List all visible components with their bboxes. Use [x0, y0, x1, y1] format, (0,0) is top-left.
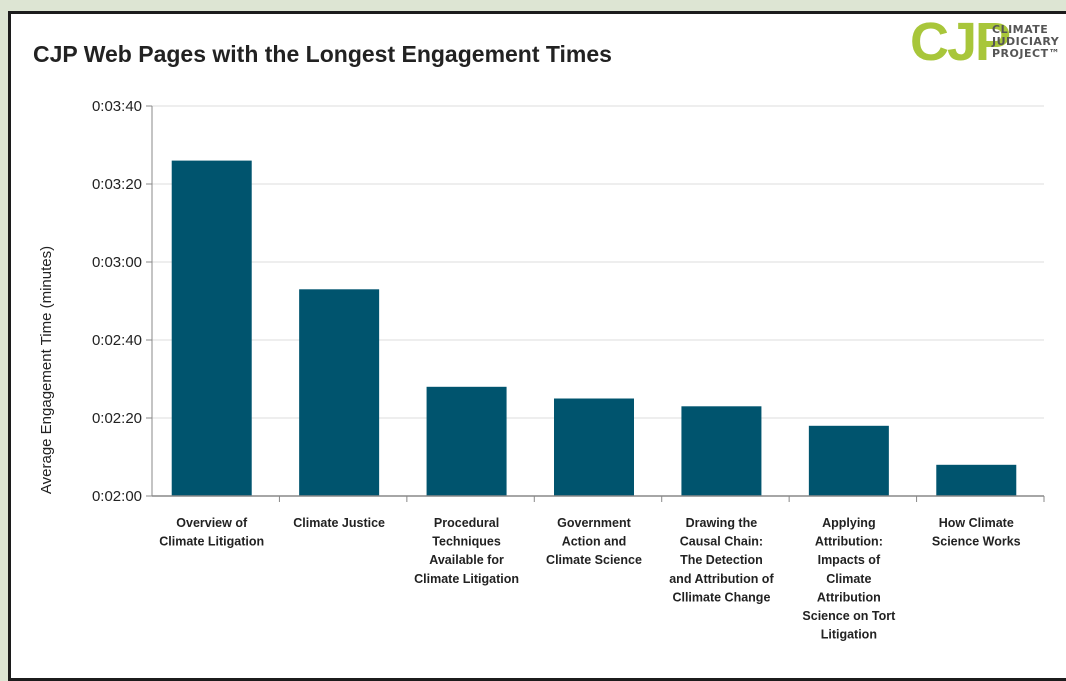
logo-mark: CJP — [910, 12, 1011, 72]
x-category-label: Climate Justice — [293, 516, 385, 530]
bars — [171, 160, 1017, 496]
y-tick-label: 0:02:00 — [92, 488, 142, 505]
y-tick-label: 0:03:20 — [92, 176, 142, 193]
bar — [171, 160, 252, 496]
bar — [299, 289, 380, 496]
logo-line: PROJECT™ — [992, 47, 1061, 60]
x-category-label: Government Action and Climate Science — [546, 516, 642, 567]
y-tick-label: 0:03:40 — [92, 98, 142, 115]
y-tick-label: 0:03:00 — [92, 254, 142, 271]
y-tick-label: 0:02:40 — [92, 332, 142, 349]
x-category-label: How Climate Science Works — [932, 516, 1021, 549]
x-category-label: Drawing the Causal Chain: The Detection and… — [669, 516, 774, 604]
y-axis-title: Average Engagement Time (minutes) — [38, 246, 55, 494]
x-category-label: Procedural Techniques Available for Climate… — [414, 516, 519, 586]
logo-line: JUDICIARY — [992, 35, 1060, 48]
bar — [808, 425, 889, 496]
logo-line: CLIMATE — [992, 23, 1049, 36]
logo-text: CLIMATE JUDICIARY PROJECT™ — [992, 24, 1060, 60]
bar — [426, 386, 507, 496]
bar — [936, 464, 1017, 496]
x-category-label: Applying Attribution: Impacts of Climate Att… — [802, 516, 896, 642]
y-tick-label: 0:02:20 — [92, 410, 142, 427]
chart-title: CJP Web Pages with the Longest Engagemen… — [33, 41, 612, 67]
bar-chart: 0:02:00 0:02:20 0:02:40 0:03:00 0:03:20 0:03:… — [38, 98, 1045, 642]
x-category-labels: Overview of Climate Litigation Climate Jus… — [159, 516, 1020, 642]
bar — [554, 398, 634, 496]
x-category-label: Overview of Climate Litigation — [159, 516, 264, 549]
y-tick-labels: 0:02:00 0:02:20 0:02:40 0:03:00 0:03:20 0:03:… — [92, 98, 142, 505]
bar — [681, 406, 762, 496]
cjp-logo: CJP CLIMATE JUDICIARY PROJECT™ — [910, 12, 1066, 78]
